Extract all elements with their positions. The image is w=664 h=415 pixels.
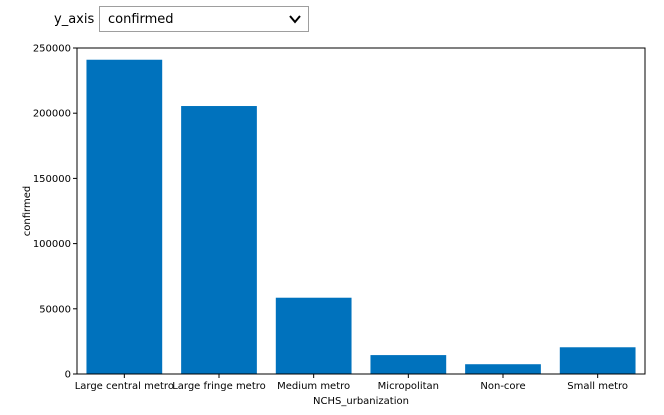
plot-frame [76,47,646,375]
y-axis-dropdown-value: confirmed [108,12,174,27]
bar [465,364,541,374]
bar [559,347,636,374]
chevron-down-icon [289,15,301,24]
y-axis-label: y_axis [54,12,95,27]
y-tick-label: 250000 [33,44,71,55]
bar-chart: 0 50000 100000 150000 200000 250000 Large cent… [22,44,646,407]
x-tick-label: Non-core [480,381,525,392]
bar [181,106,257,374]
y-axis-label: confirmed [22,186,33,236]
y-axis-dropdown[interactable]: confirmed [99,6,309,32]
x-tick-label: Medium metro [277,381,350,392]
y-tick-label: 150000 [33,174,71,185]
x-axis-label: NCHS_urbanization [313,396,409,407]
bar [275,297,352,374]
y-tick-label: 0 [65,370,71,381]
x-tick-label: Large central metro [75,381,174,392]
y-tick-label: 100000 [33,239,71,250]
bar [86,59,163,375]
y-tick-label: 50000 [39,304,71,315]
x-tick-label: Large fringe metro [172,381,266,392]
x-tick-label: Small metro [567,381,628,392]
x-tick-label: Micropolitan [378,381,439,392]
y-axis-widget: y_axis confirmed [0,0,664,40]
bar [370,355,447,374]
y-tick-label: 200000 [33,109,71,120]
